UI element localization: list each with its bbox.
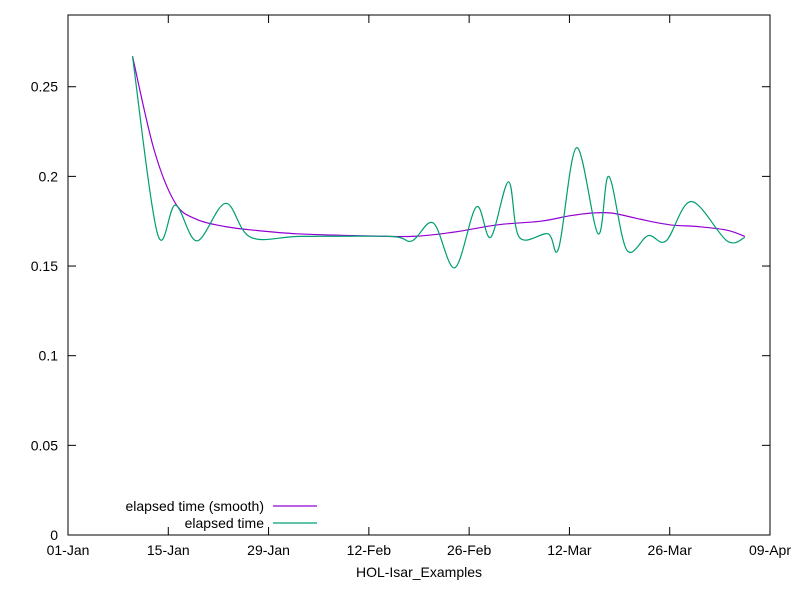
legend-label: elapsed time (smooth)	[125, 498, 264, 514]
x-axis: 01-Jan 15-Jan 29-Jan 12-Feb 26-Feb 12-Mar 26-M…	[47, 15, 791, 558]
y-tick-label: 0.1	[39, 348, 59, 364]
x-tick-label: 26-Mar	[648, 542, 693, 558]
x-axis-label: HOL-Isar_Examples	[356, 564, 482, 580]
series-line-smooth	[131, 56, 746, 238]
x-tick-label: 01-Jan	[47, 542, 90, 558]
y-tick-label: 0.15	[31, 258, 58, 274]
y-tick-label: 0	[50, 527, 58, 543]
y-tick-label: 0.2	[39, 168, 59, 184]
legend: elapsed time (smooth)elapsed time	[125, 498, 317, 531]
series-line-raw	[131, 56, 746, 269]
y-tick-label: 0.25	[31, 79, 58, 95]
x-tick-label: 09-Apr	[749, 542, 791, 558]
x-tick-label: 29-Jan	[247, 542, 290, 558]
plot-frame	[67, 14, 771, 536]
x-tick-label: 12-Mar	[547, 542, 592, 558]
legend-label: elapsed time	[185, 515, 265, 531]
y-tick-label: 0.05	[31, 437, 58, 453]
x-tick-label: 15-Jan	[147, 542, 190, 558]
x-tick-label: 26-Feb	[447, 542, 492, 558]
y-axis: 0 0.05 0.1 0.15 0.2 0.25	[31, 79, 770, 543]
series-lines	[131, 56, 746, 269]
x-tick-label: 12-Feb	[347, 542, 392, 558]
